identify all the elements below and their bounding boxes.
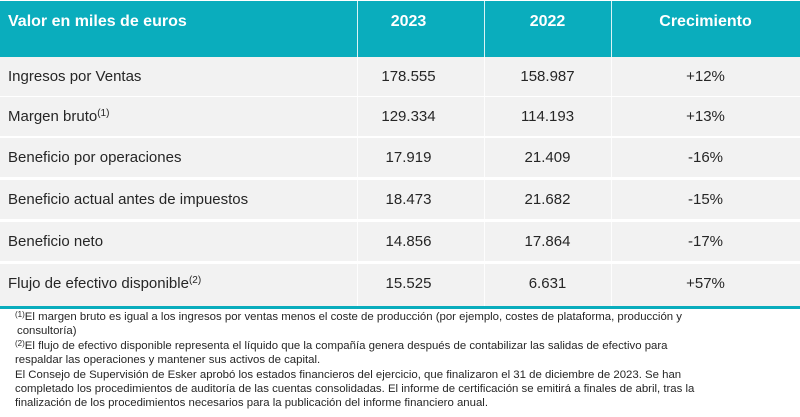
value-2022: 21.409	[524, 149, 571, 166]
row-label: Beneficio actual antes de impuestos	[8, 191, 249, 208]
footnote-2-cont: respaldar las operaciones y mantener sus…	[15, 354, 321, 367]
value-2023: 178.555	[381, 68, 436, 85]
table-row: Margen bruto(1) 129.334 114.193 +13%	[0, 97, 800, 137]
value-2023: 15.525	[385, 275, 432, 292]
value-2022: 158.987	[520, 68, 575, 85]
footnote-ref: (1)	[97, 108, 110, 119]
footnote-1-cont: consultoría)	[17, 325, 77, 338]
value-2023: 14.856	[385, 233, 432, 250]
header-2023: 2023	[390, 13, 427, 30]
column-divider	[484, 1, 485, 306]
header-growth: Crecimiento	[659, 13, 752, 30]
table-row: Flujo de efectivo disponible(2) 15.525 6…	[0, 264, 800, 306]
value-2023: 129.334	[381, 108, 436, 125]
table-bottom-rule	[0, 306, 800, 309]
value-growth: +13%	[686, 108, 725, 125]
row-label: Beneficio neto	[8, 233, 104, 250]
footnote-ref: (2)	[188, 275, 202, 286]
table-row: Ingresos por Ventas 178.555 158.987 +12%	[0, 57, 800, 97]
table-row: Beneficio actual antes de impuestos 18.4…	[0, 180, 800, 220]
footnote-2: (2)El flujo de efectivo disponible repre…	[15, 338, 668, 352]
value-growth: -15%	[687, 191, 724, 208]
row-label: Ingresos por Ventas	[8, 68, 142, 85]
table-row: Beneficio neto 14.856 17.864 -17%	[0, 222, 800, 262]
column-divider	[357, 1, 358, 306]
row-label: Flujo de efectivo disponible	[8, 275, 189, 292]
value-2023: 18.473	[385, 191, 432, 208]
header-2022: 2022	[529, 13, 566, 30]
row-label: Beneficio por operaciones	[8, 149, 182, 166]
value-2023: 17.919	[385, 149, 432, 166]
header-label: Valor en miles de euros	[8, 13, 187, 30]
column-divider	[611, 1, 612, 306]
value-2022: 21.682	[524, 191, 571, 208]
board-note-line-2: completado los procedimientos de auditor…	[15, 383, 695, 396]
value-growth: -17%	[687, 233, 724, 250]
value-growth: +12%	[686, 68, 725, 85]
table-header: Valor en miles de euros 2023 2022 Crecim…	[0, 1, 800, 57]
board-note-line-3: finalización de los procedimientos neces…	[15, 397, 488, 410]
value-growth: -16%	[687, 149, 724, 166]
value-growth: +57%	[686, 275, 725, 292]
board-note-line-1: El Consejo de Supervisión de Esker aprob…	[15, 368, 682, 381]
footnotes: (1)El margen bruto es igual a los ingres…	[15, 310, 795, 411]
value-2022: 114.193	[520, 108, 575, 125]
row-label: Margen bruto	[8, 108, 98, 125]
value-2022: 6.631	[528, 275, 567, 292]
footnote-1: (1)El margen bruto es igual a los ingres…	[15, 310, 682, 324]
value-2022: 17.864	[524, 233, 571, 250]
table-row: Beneficio por operaciones 17.919 21.409 …	[0, 138, 800, 178]
